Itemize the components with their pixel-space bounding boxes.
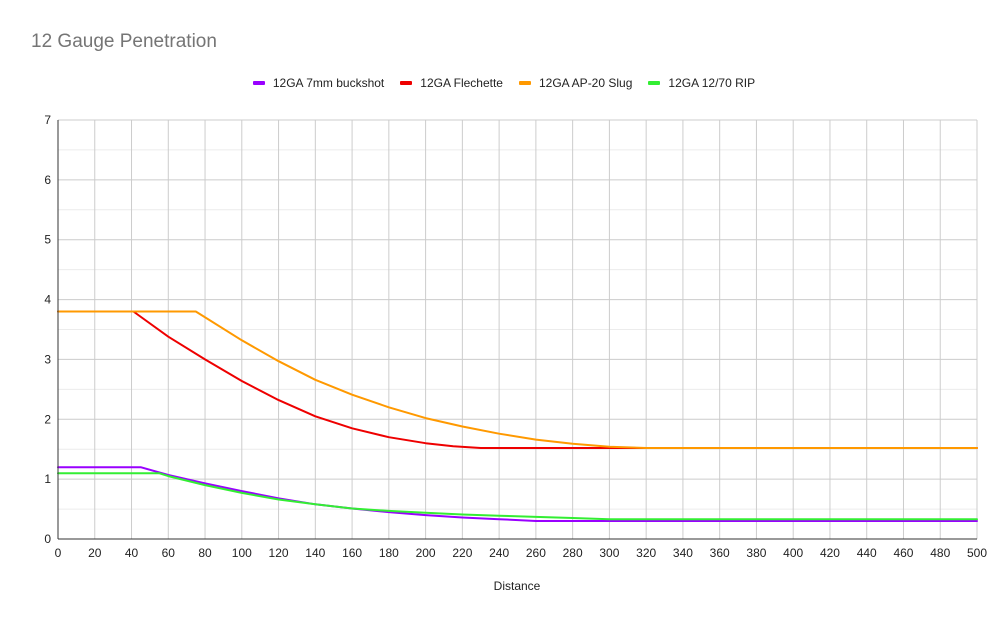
y-tick-label: 7 [44, 113, 51, 127]
legend-swatch [252, 81, 265, 85]
y-tick-label: 0 [44, 532, 51, 546]
x-tick-label: 320 [636, 546, 656, 560]
legend-swatch [648, 81, 661, 85]
legend-item: 12GA 12/70 RIP [648, 76, 755, 90]
y-tick-label: 2 [44, 412, 51, 426]
x-tick-label: 480 [930, 546, 950, 560]
x-tick-label: 180 [379, 546, 399, 560]
x-tick-label: 220 [452, 546, 472, 560]
x-tick-label: 120 [269, 546, 289, 560]
x-tick-label: 260 [526, 546, 546, 560]
series-lines [57, 310, 978, 522]
x-tick-label: 20 [88, 546, 102, 560]
x-tick-label: 160 [342, 546, 362, 560]
x-tick-label: 420 [820, 546, 840, 560]
legend-swatch [400, 81, 413, 85]
x-axis-title: Distance [494, 579, 541, 593]
y-tick-label: 4 [44, 293, 51, 307]
series-line [57, 310, 978, 449]
x-tick-label: 0 [55, 546, 62, 560]
tick-labels: 0 20 40 60 80 100 120 140 160 180 200 220 240 260 280 3… [44, 113, 987, 560]
major-gridlines [58, 119, 978, 539]
x-tick-label: 340 [673, 546, 693, 560]
x-tick-label: 40 [125, 546, 139, 560]
legend-label: 12GA 7mm buckshot [272, 76, 385, 90]
x-tick-label: 80 [198, 546, 212, 560]
legend-item: 12GA Flechette [400, 76, 503, 90]
legend-label: 12GA AP-20 Slug [538, 76, 633, 90]
legend-label: 12GA Flechette [420, 76, 503, 90]
x-tick-label: 200 [416, 546, 436, 560]
legend-item: 12GA 7mm buckshot [252, 76, 385, 90]
y-tick-label: 3 [44, 352, 51, 366]
x-tick-label: 100 [232, 546, 252, 560]
series-line [57, 310, 978, 449]
x-tick-label: 400 [783, 546, 803, 560]
x-tick-label: 280 [563, 546, 583, 560]
series-line [57, 472, 978, 521]
chart-title: 12 Gauge Penetration [31, 31, 217, 52]
x-tick-label: 500 [967, 546, 987, 560]
legend-item: 12GA AP-20 Slug [518, 76, 633, 90]
x-tick-label: 440 [857, 546, 877, 560]
legend-label: 12GA 12/70 RIP [668, 76, 756, 90]
series-line [57, 466, 978, 522]
y-tick-label: 6 [44, 173, 51, 187]
x-tick-label: 300 [599, 546, 619, 560]
minor-gridlines [58, 149, 977, 510]
legend: 12GA 7mm buckshot 12GA Flechette 12GA AP-2… [0, 76, 1008, 90]
legend-swatch [518, 81, 531, 85]
x-tick-label: 240 [489, 546, 509, 560]
x-tick-label: 380 [746, 546, 766, 560]
x-tick-label: 460 [893, 546, 913, 560]
y-tick-label: 1 [44, 472, 51, 486]
y-tick-label: 5 [44, 233, 51, 247]
x-tick-label: 140 [305, 546, 325, 560]
x-tick-label: 360 [710, 546, 730, 560]
axes [57, 120, 977, 540]
x-tick-label: 60 [162, 546, 176, 560]
